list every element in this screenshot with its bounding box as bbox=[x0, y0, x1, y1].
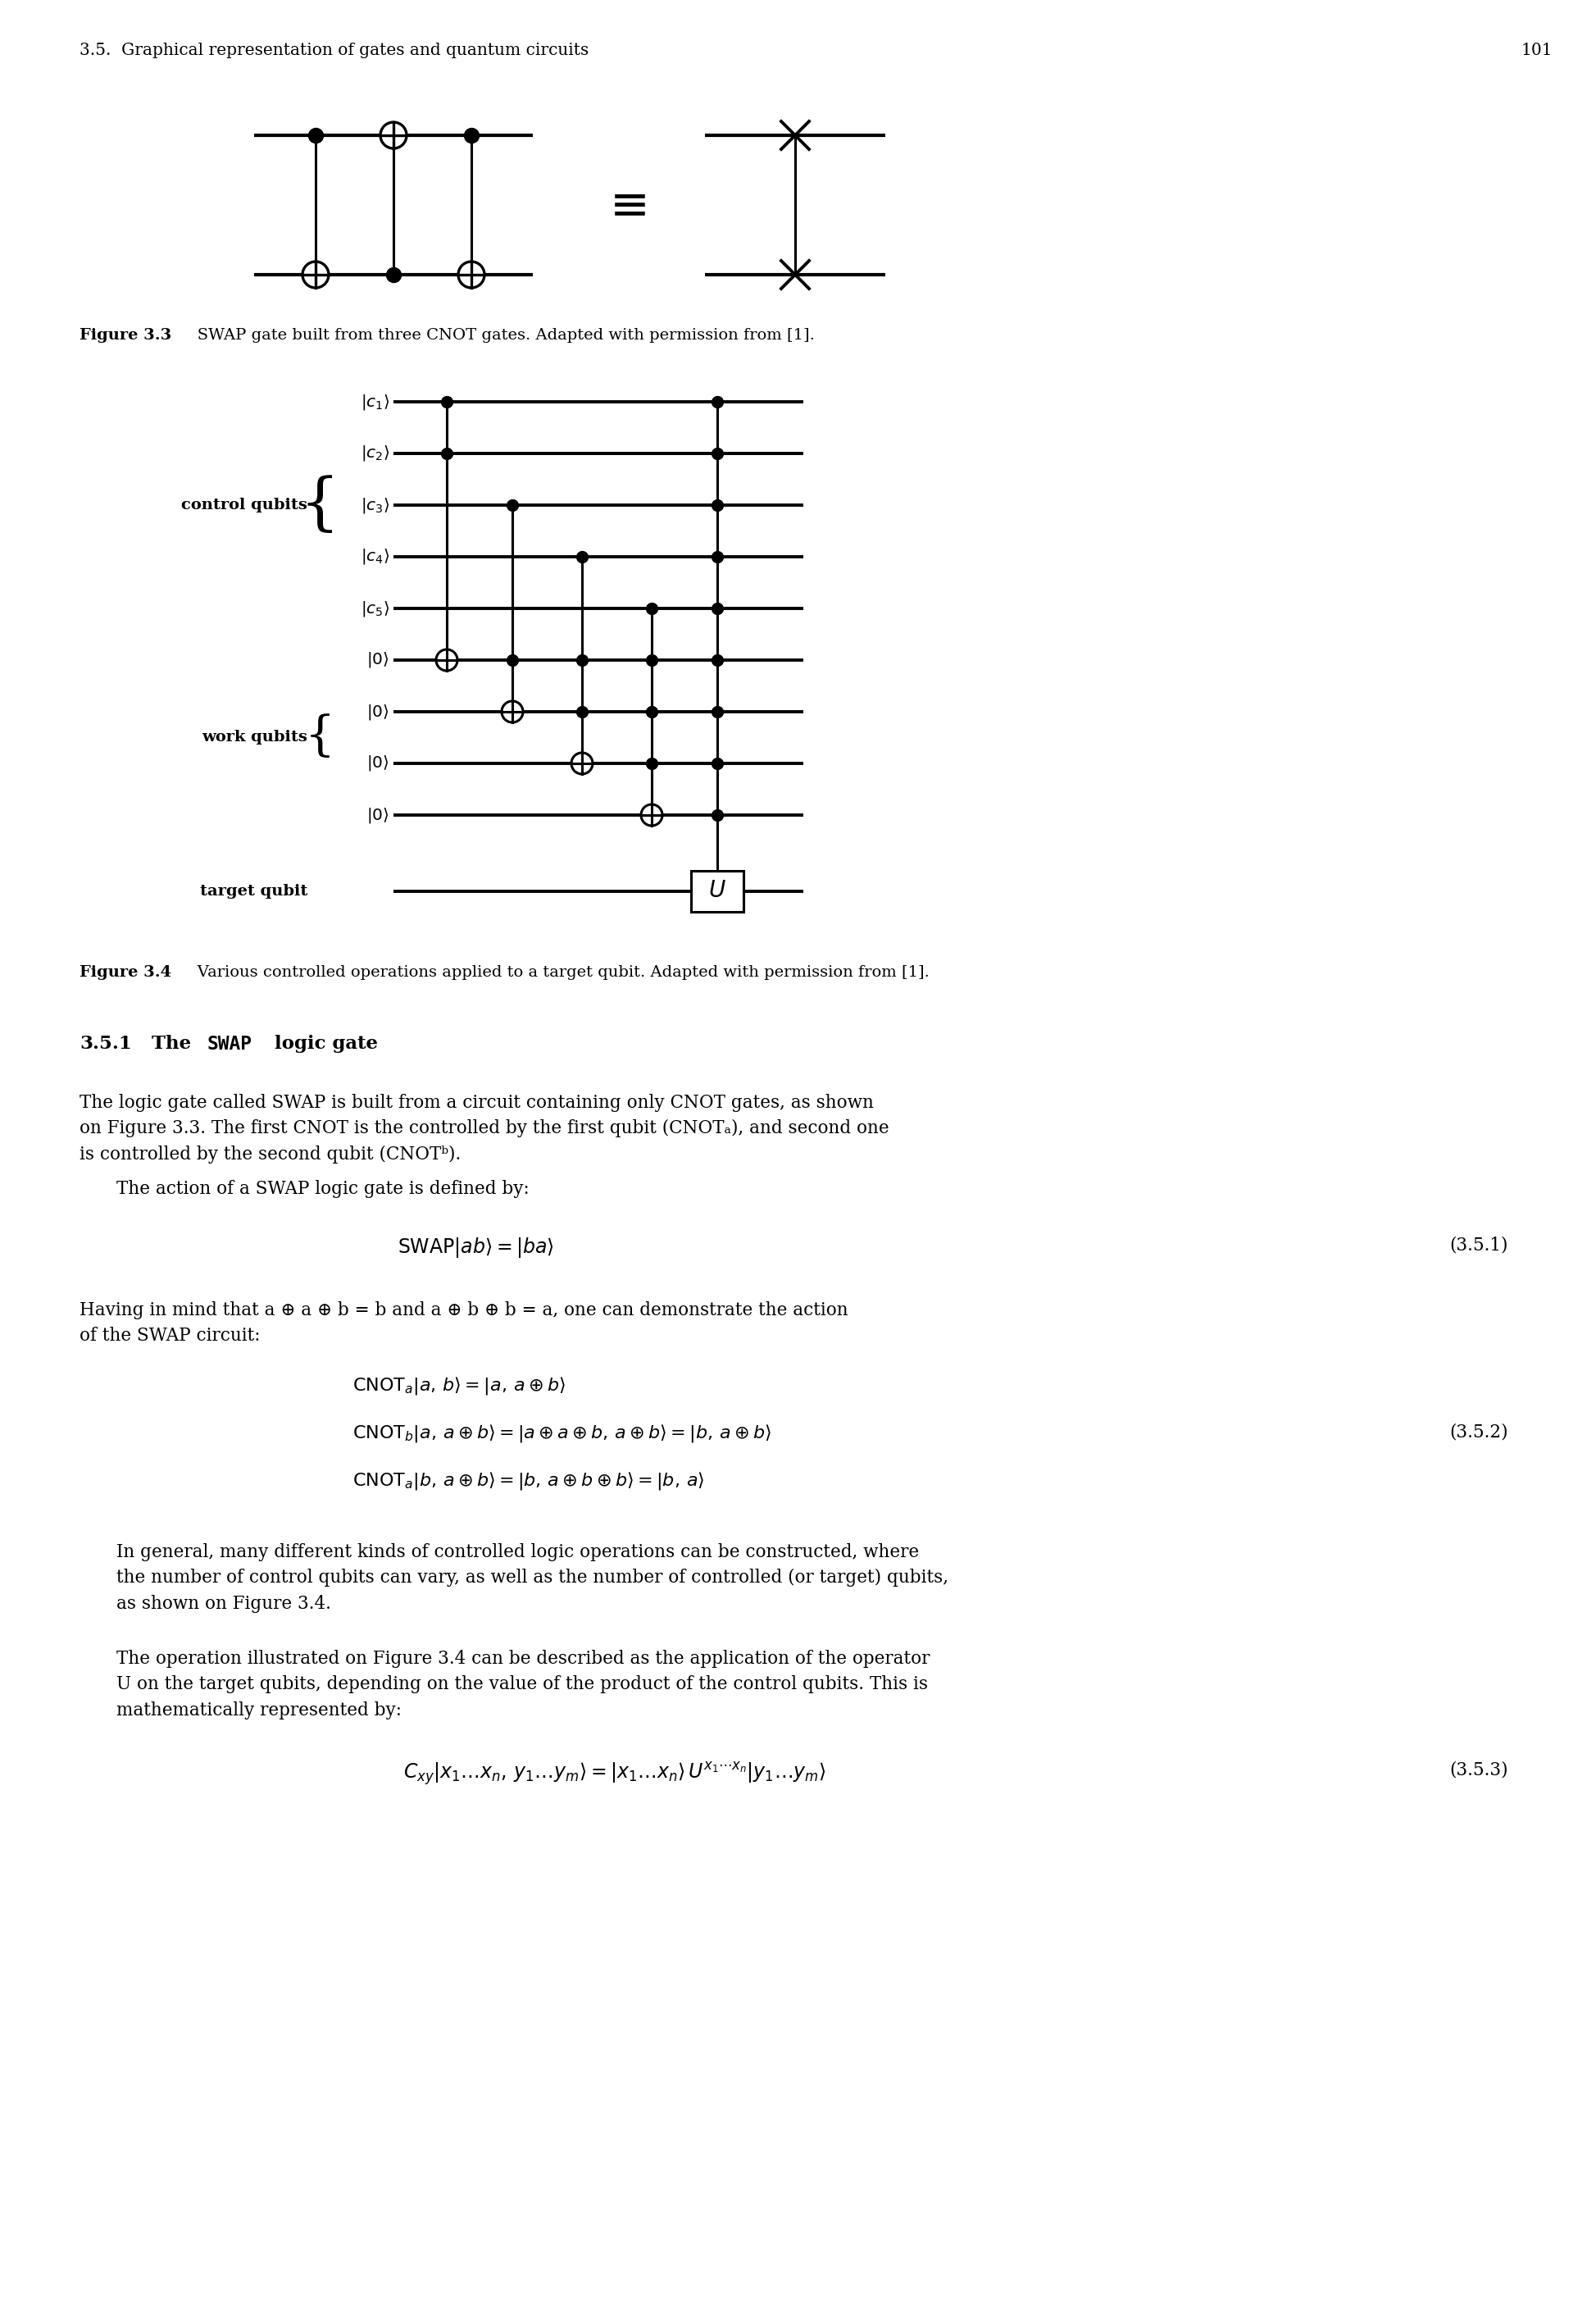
Text: $\equiv$: $\equiv$ bbox=[600, 181, 646, 228]
Text: $|c_3\rangle$: $|c_3\rangle$ bbox=[361, 495, 389, 513]
Text: (3.5.2): (3.5.2) bbox=[1449, 1422, 1508, 1440]
Circle shape bbox=[303, 262, 329, 288]
Text: In general, many different kinds of controlled logic operations can be construct: In general, many different kinds of cont… bbox=[117, 1542, 948, 1612]
Text: Figure 3.4: Figure 3.4 bbox=[80, 964, 171, 980]
Text: $|c_5\rangle$: $|c_5\rangle$ bbox=[361, 599, 389, 618]
Text: $|0\rangle$: $|0\rangle$ bbox=[367, 650, 389, 669]
Text: {: { bbox=[300, 474, 340, 534]
Text: $|0\rangle$: $|0\rangle$ bbox=[367, 755, 389, 774]
Text: $\mathrm{CNOT}_a|b,\,a \oplus b\rangle = |b,\,a \oplus b \oplus b\rangle = |b,\,: $\mathrm{CNOT}_a|b,\,a \oplus b\rangle =… bbox=[353, 1470, 704, 1491]
Text: SWAP gate built from three CNOT gates. Adapted with permission from [1].: SWAP gate built from three CNOT gates. A… bbox=[182, 328, 814, 344]
Text: Various controlled operations applied to a target qubit. Adapted with permission: Various controlled operations applied to… bbox=[182, 964, 929, 980]
Text: Having in mind that a ⊕ a ⊕ b = b and a ⊕ b ⊕ b = a, one can demonstrate the act: Having in mind that a ⊕ a ⊕ b = b and a … bbox=[80, 1301, 847, 1345]
Text: The: The bbox=[139, 1034, 198, 1052]
Text: Figure 3.3: Figure 3.3 bbox=[80, 328, 171, 344]
Text: $|c_4\rangle$: $|c_4\rangle$ bbox=[361, 548, 389, 567]
Text: $U$: $U$ bbox=[709, 880, 726, 901]
Text: $|0\rangle$: $|0\rangle$ bbox=[367, 702, 389, 720]
Text: $|0\rangle$: $|0\rangle$ bbox=[367, 806, 389, 825]
Circle shape bbox=[436, 650, 458, 671]
Text: work qubits: work qubits bbox=[201, 729, 308, 746]
Text: {: { bbox=[305, 715, 335, 760]
Circle shape bbox=[380, 123, 407, 149]
Text: (3.5.1): (3.5.1) bbox=[1449, 1236, 1508, 1254]
Text: The action of a SWAP logic gate is defined by:: The action of a SWAP logic gate is defin… bbox=[117, 1180, 530, 1199]
Text: target qubit: target qubit bbox=[200, 885, 308, 899]
Text: The logic gate called SWAP is built from a circuit containing only CNOT gates, a: The logic gate called SWAP is built from… bbox=[80, 1094, 889, 1164]
Circle shape bbox=[501, 702, 523, 722]
Text: $\mathrm{CNOT}_a|a,\,b\rangle = |a,\,a \oplus b\rangle$: $\mathrm{CNOT}_a|a,\,b\rangle = |a,\,a \… bbox=[353, 1375, 565, 1396]
Text: The operation illustrated on Figure 3.4 can be described as the application of t: The operation illustrated on Figure 3.4 … bbox=[117, 1649, 930, 1719]
Text: $\mathrm{SWAP}|ab\rangle = |ba\rangle$: $\mathrm{SWAP}|ab\rangle = |ba\rangle$ bbox=[397, 1236, 554, 1259]
Text: $C_{xy}|x_1\ldots x_n,\,y_1\ldots y_m\rangle = |x_1\ldots x_n\rangle\,U^{x_1\cdo: $C_{xy}|x_1\ldots x_n,\,y_1\ldots y_m\ra… bbox=[404, 1761, 827, 1786]
Text: logic gate: logic gate bbox=[268, 1034, 378, 1052]
Bar bbox=[691, 871, 744, 913]
Circle shape bbox=[642, 804, 662, 825]
Text: (3.5.3): (3.5.3) bbox=[1449, 1761, 1508, 1779]
Text: 3.5.1: 3.5.1 bbox=[80, 1034, 132, 1052]
Text: SWAP: SWAP bbox=[206, 1034, 252, 1055]
Text: control qubits: control qubits bbox=[182, 497, 308, 513]
Circle shape bbox=[571, 753, 592, 774]
Text: 101: 101 bbox=[1521, 42, 1553, 58]
Text: $\mathrm{CNOT}_b|a,\,a \oplus b\rangle = |a \oplus a \oplus b,\,a \oplus b\rangl: $\mathrm{CNOT}_b|a,\,a \oplus b\rangle =… bbox=[353, 1422, 771, 1445]
Circle shape bbox=[458, 262, 485, 288]
Text: 3.5.  Graphical representation of gates and quantum circuits: 3.5. Graphical representation of gates a… bbox=[80, 42, 589, 58]
Text: $|c_1\rangle$: $|c_1\rangle$ bbox=[361, 393, 389, 411]
Text: $|c_2\rangle$: $|c_2\rangle$ bbox=[361, 444, 389, 462]
